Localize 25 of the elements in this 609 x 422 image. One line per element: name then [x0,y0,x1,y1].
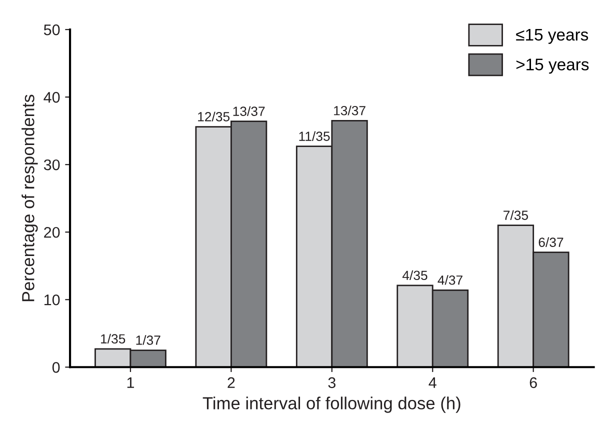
y-tick-label: 20 [44,226,60,238]
data-label: 11/35 [299,131,330,141]
y-tick-label: 0 [52,362,60,373]
y-tick-label: 50 [44,24,60,36]
x-tick-label: 3 [328,377,336,388]
data-label: 4/35 [402,270,428,280]
data-label: 1/37 [136,335,160,345]
data-label: 4/37 [438,275,462,285]
legend-label: ≤15 years [516,28,588,44]
data-label: 1/35 [101,334,126,344]
y-axis-title: Percentage of respondents [22,94,38,302]
x-tick-label: 4 [428,377,436,388]
y-tick-label: 30 [44,159,60,170]
x-tick-label: 2 [228,377,235,388]
data-label: 7/35 [504,210,528,220]
y-tick-label: 40 [44,92,60,103]
data-label: 6/37 [538,237,564,247]
x-axis-title: Time interval of following dose (h) [202,396,460,413]
x-tick-label: 6 [530,377,537,388]
data-label: 13/37 [233,106,265,116]
data-label: 12/35 [198,112,230,122]
y-tick-label: 10 [44,294,60,306]
legend-label: >15 years [516,58,589,74]
x-tick-label: 1 [127,377,134,388]
data-label: 13/37 [334,106,366,116]
